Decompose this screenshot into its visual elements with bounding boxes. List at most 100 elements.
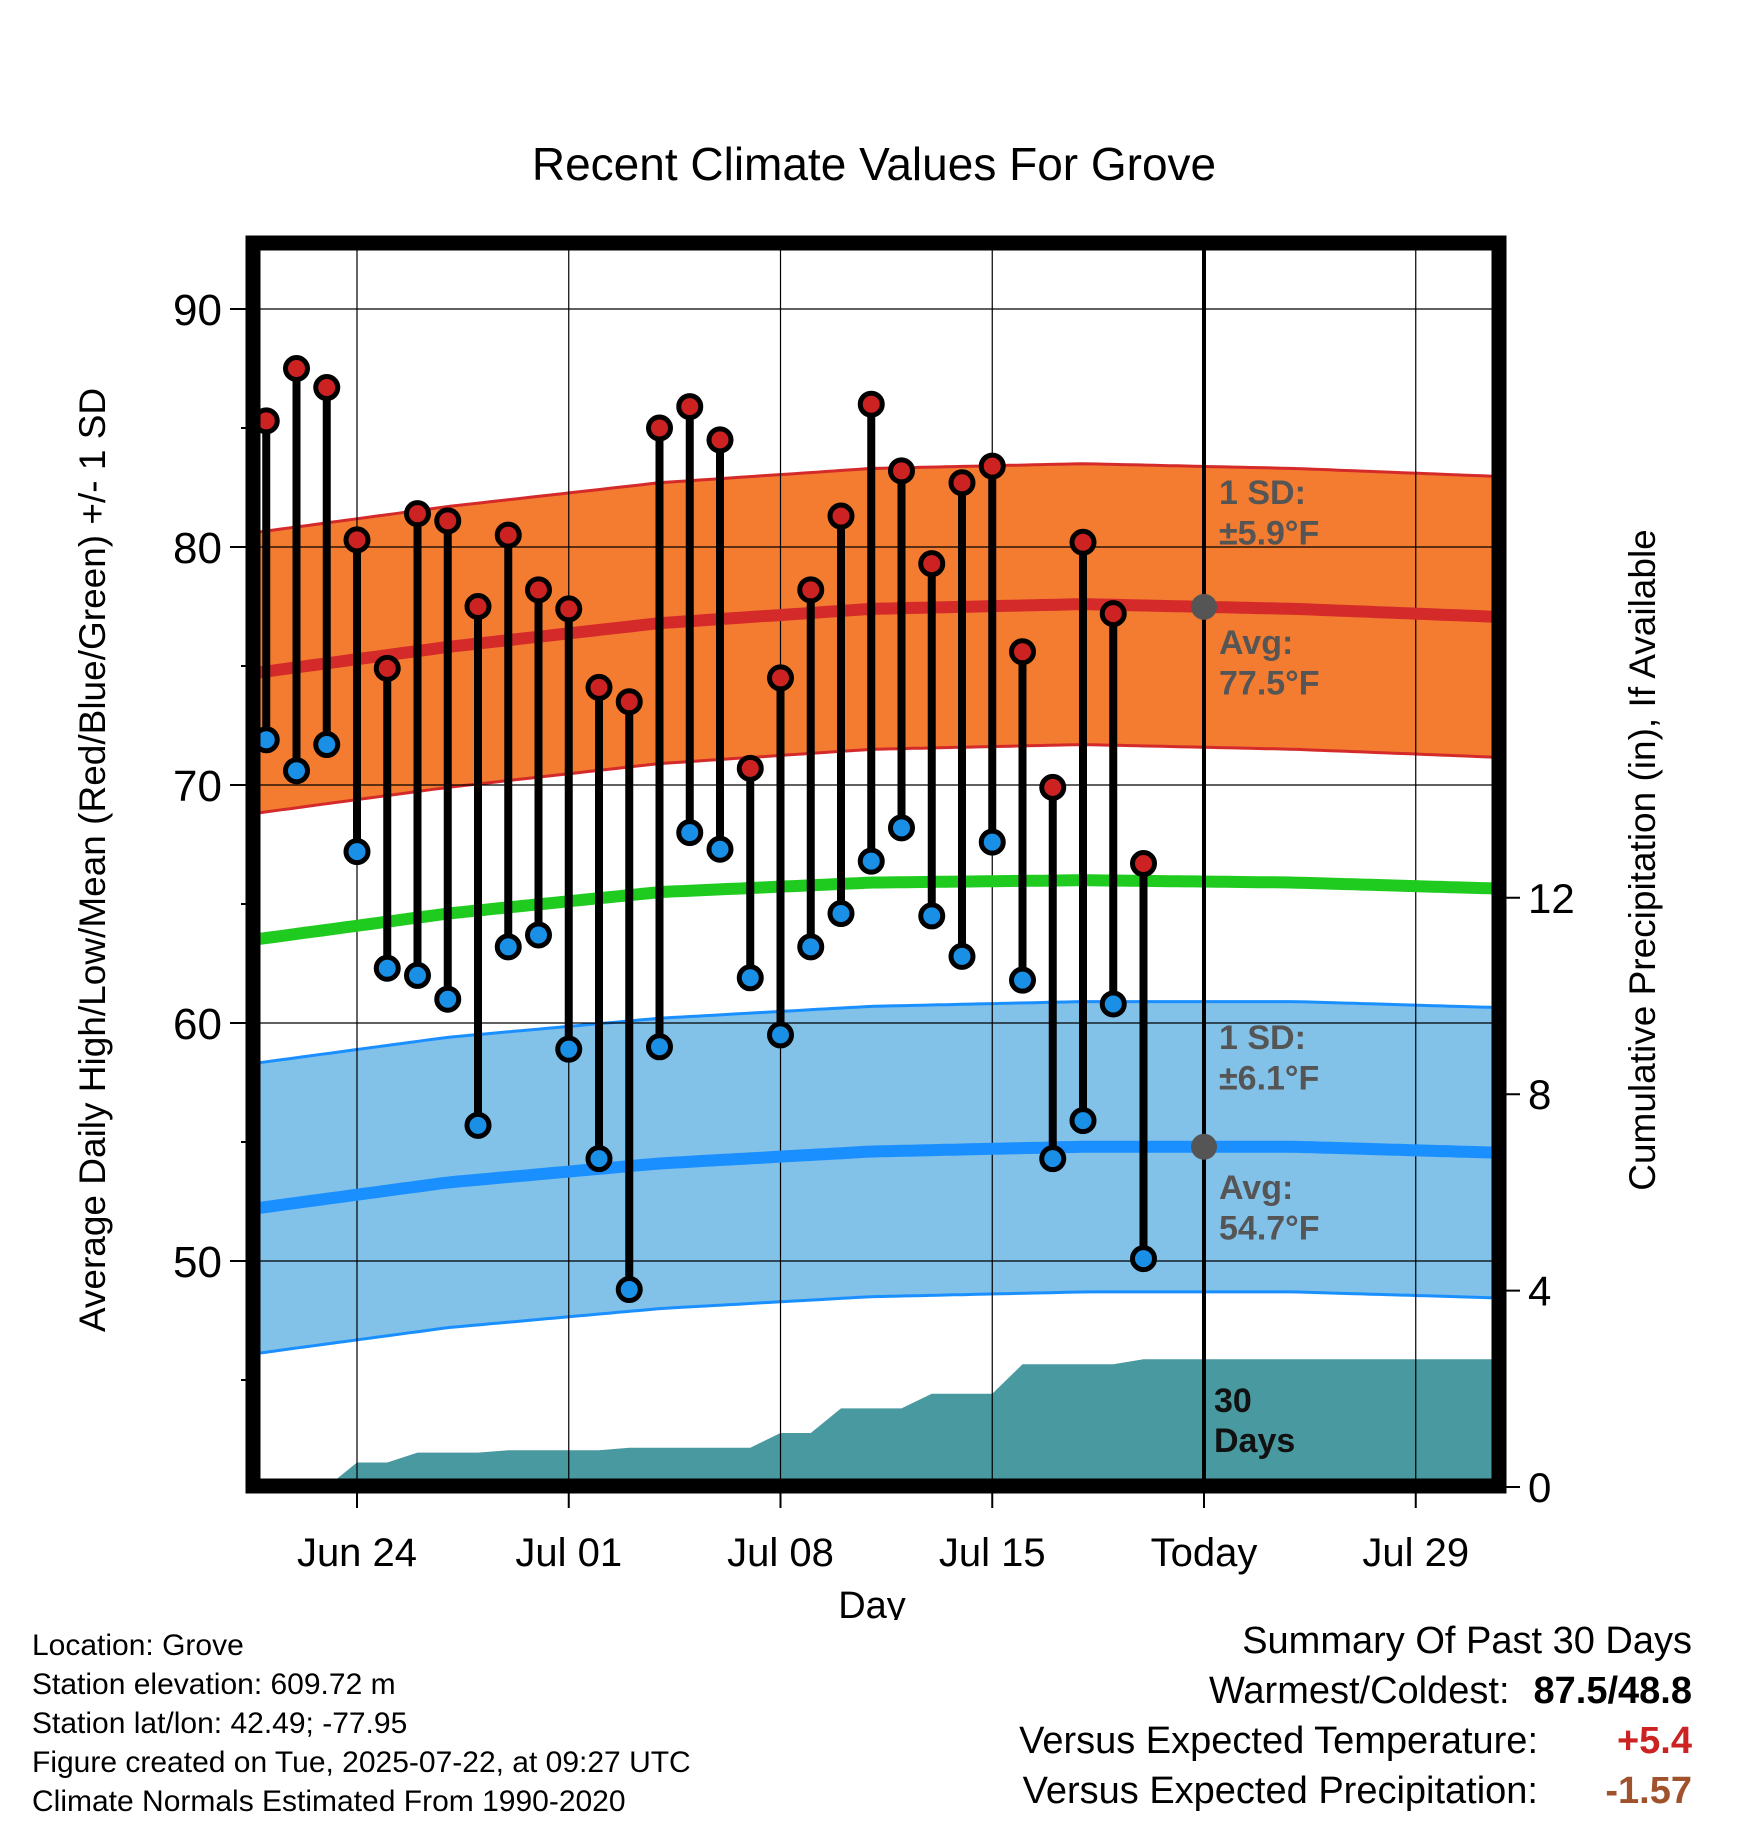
high-point bbox=[494, 521, 522, 549]
warm-cold-label: Warmest/Coldest: bbox=[1208, 1670, 1510, 1712]
high-avg-value: 77.5°F bbox=[1219, 665, 1320, 703]
precip-value: -1.57 bbox=[1605, 1770, 1692, 1812]
mean-avg-line bbox=[260, 874, 1492, 945]
low-point bbox=[1130, 1245, 1157, 1273]
high-sd-label: 1 SD: bbox=[1219, 474, 1306, 512]
y2-tick-label-4: 4 bbox=[1528, 1268, 1551, 1315]
low-point bbox=[464, 1111, 492, 1139]
low-point bbox=[646, 1033, 673, 1061]
low-sd-value: ±6.1°F bbox=[1219, 1060, 1319, 1098]
climate-chart: Recent Climate Values For Grove 1 SD:±5.… bbox=[72, 138, 1663, 1620]
station-info: Location: Grove Station elevation: 609.7… bbox=[32, 1626, 691, 1821]
low-point bbox=[1099, 990, 1127, 1018]
low-point bbox=[585, 1145, 613, 1173]
high-point bbox=[1009, 638, 1036, 666]
high-point bbox=[555, 595, 583, 623]
low-point bbox=[827, 900, 855, 928]
low-point bbox=[918, 902, 946, 930]
y-tick-label-70: 70 bbox=[173, 762, 222, 811]
y-tick-label-80: 80 bbox=[173, 524, 222, 573]
low-avg-label: Avg: bbox=[1219, 1169, 1293, 1207]
low-point bbox=[767, 1021, 794, 1049]
warm-cold-value: 87.5/48.8 bbox=[1533, 1670, 1692, 1712]
low-point bbox=[797, 933, 825, 961]
high-point bbox=[434, 507, 462, 535]
high-point bbox=[827, 502, 855, 530]
high-point bbox=[797, 576, 825, 604]
high-point bbox=[615, 688, 643, 716]
high-point bbox=[978, 452, 1006, 480]
low-point bbox=[676, 819, 704, 847]
high-point bbox=[646, 414, 673, 442]
low-point bbox=[260, 726, 280, 754]
y-tick-label-90: 90 bbox=[173, 286, 222, 335]
summary-title: Summary Of Past 30 Days bbox=[1242, 1620, 1692, 1662]
low-point bbox=[283, 757, 310, 785]
precip-label: Versus Expected Precipitation: bbox=[1022, 1770, 1538, 1812]
high-point bbox=[585, 673, 613, 701]
low-point bbox=[373, 954, 401, 982]
summary-precip: Versus Expected Precipitation: -1.57 bbox=[1019, 1766, 1692, 1816]
y2-tick-label-8: 8 bbox=[1528, 1071, 1551, 1118]
y2-axis-label: Cumulative Precipitation (in), If Availa… bbox=[1622, 529, 1663, 1191]
low-point bbox=[494, 933, 522, 961]
high-point bbox=[343, 526, 371, 554]
high-point bbox=[706, 426, 734, 454]
high-point bbox=[373, 654, 401, 682]
summary-panel: Summary Of Past 30 Days Warmest/Coldest:… bbox=[1019, 1616, 1692, 1816]
window-label-line2: Days bbox=[1214, 1422, 1295, 1460]
high-point bbox=[525, 576, 552, 604]
low-point bbox=[615, 1276, 643, 1304]
low-point bbox=[343, 838, 371, 866]
low-sd-lower-edge bbox=[260, 1290, 1492, 1355]
low-point bbox=[434, 985, 462, 1013]
high-point bbox=[1099, 600, 1127, 628]
low-avg-value: 54.7°F bbox=[1219, 1210, 1320, 1248]
high-point bbox=[948, 469, 976, 497]
x-tick-label-today: Today bbox=[1151, 1531, 1258, 1575]
precip-area bbox=[326, 1359, 1492, 1487]
high-point bbox=[888, 457, 915, 485]
low-point bbox=[1009, 966, 1036, 994]
high-point bbox=[404, 500, 431, 528]
y-tick-label-50: 50 bbox=[173, 1238, 222, 1287]
low-avg-line bbox=[260, 1140, 1492, 1214]
location-text: Location: Grove bbox=[32, 1629, 244, 1662]
x-tick-label-jul-01: Jul 01 bbox=[515, 1531, 622, 1575]
high-point bbox=[736, 754, 764, 782]
x-tick-label-jul-15: Jul 15 bbox=[939, 1531, 1046, 1575]
low-point bbox=[404, 961, 431, 989]
x-tick-label-jul-08: Jul 08 bbox=[727, 1531, 834, 1575]
y-axis-label: Average Daily High/Low/Mean (Red/Blue/Gr… bbox=[72, 388, 113, 1332]
high-point bbox=[283, 355, 310, 382]
high-point bbox=[260, 407, 280, 435]
low-point bbox=[948, 942, 976, 970]
low-sd-band bbox=[260, 1001, 1492, 1353]
today-low-avg-marker bbox=[1191, 1133, 1217, 1160]
y2-tick-label-0: 0 bbox=[1528, 1464, 1551, 1511]
temp-label: Versus Expected Temperature: bbox=[1019, 1720, 1538, 1762]
high-point bbox=[918, 550, 946, 578]
high-point bbox=[1069, 528, 1097, 556]
low-point bbox=[555, 1035, 583, 1063]
x-axis-label: Day bbox=[838, 1585, 906, 1620]
high-point bbox=[767, 664, 794, 692]
chart-title: Recent Climate Values For Grove bbox=[532, 138, 1216, 190]
high-point bbox=[1039, 773, 1067, 801]
low-sd-label: 1 SD: bbox=[1219, 1019, 1306, 1057]
latlon-text: Station lat/lon: 42.49; -77.95 bbox=[32, 1707, 408, 1740]
summary-warm-cold: Warmest/Coldest: 87.5/48.8 bbox=[1019, 1666, 1692, 1716]
high-sd-value: ±5.9°F bbox=[1219, 515, 1319, 553]
normals-source-text: Climate Normals Estimated From 1990-2020 bbox=[32, 1785, 626, 1818]
plot-frame bbox=[245, 235, 1507, 1494]
low-point bbox=[1039, 1145, 1067, 1173]
elevation-text: Station elevation: 609.72 m bbox=[32, 1668, 396, 1701]
high-point bbox=[313, 374, 341, 402]
high-point bbox=[857, 390, 885, 418]
x-tick-label-jun-24: Jun 24 bbox=[297, 1531, 417, 1575]
high-point bbox=[464, 593, 492, 620]
low-point bbox=[706, 835, 734, 863]
y-tick-label-60: 60 bbox=[173, 1000, 222, 1049]
today-high-avg-marker bbox=[1191, 593, 1217, 620]
